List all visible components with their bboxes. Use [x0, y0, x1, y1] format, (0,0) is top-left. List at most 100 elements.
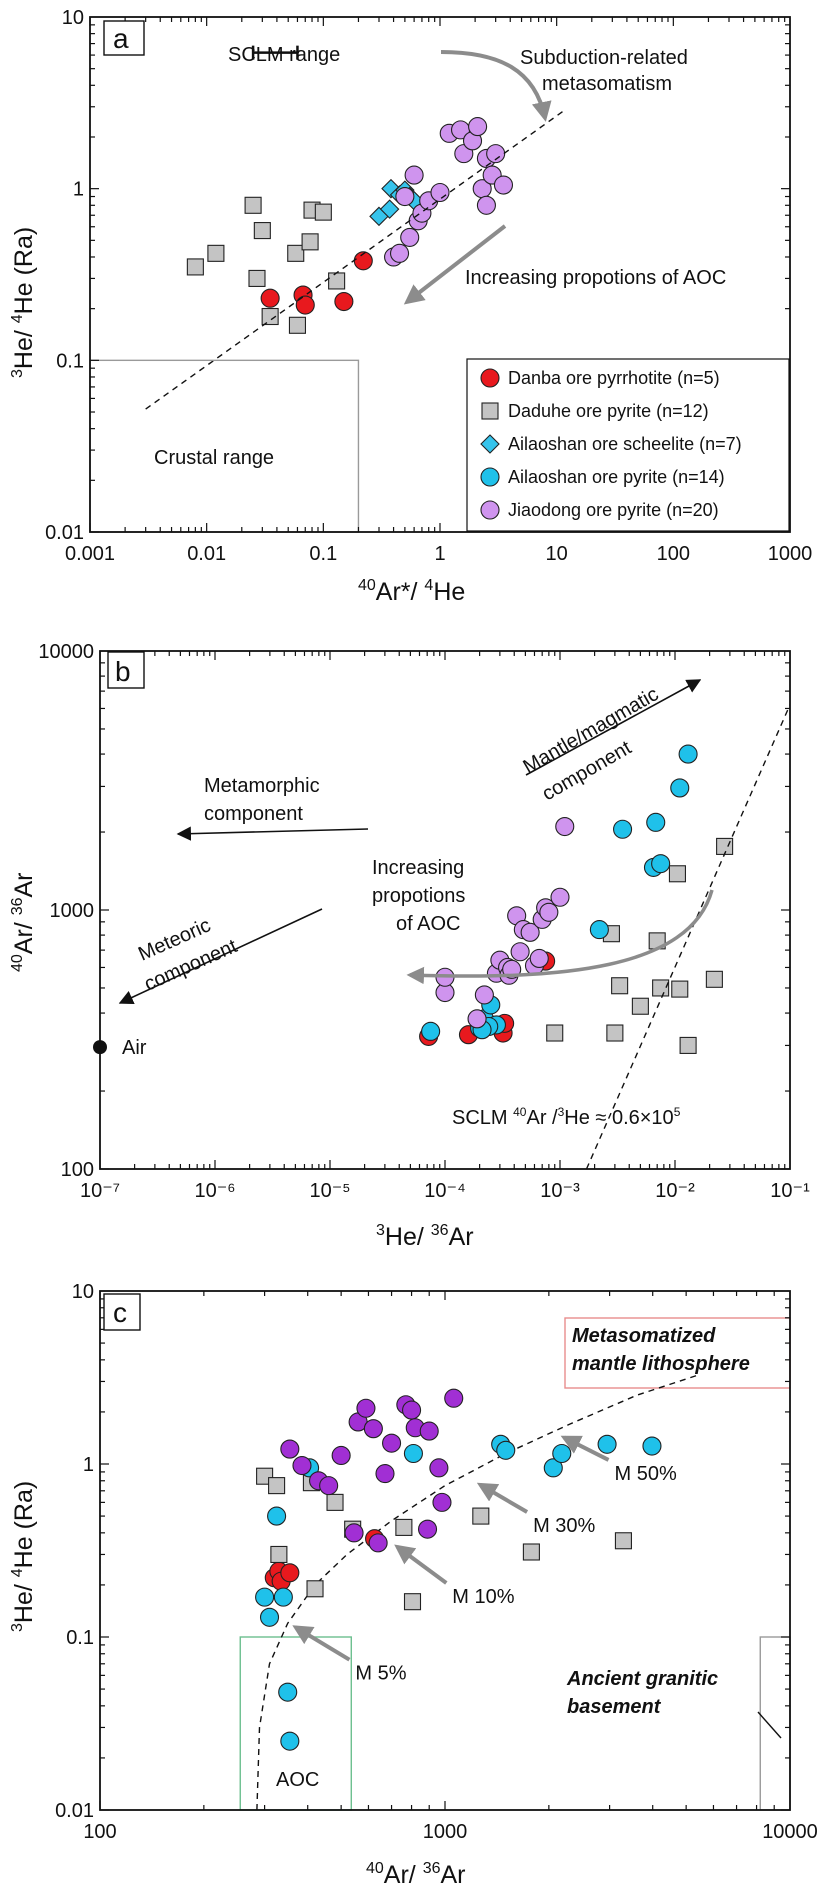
panel-c-letter-box	[103, 1293, 141, 1331]
x-tick-label: 10⁻¹	[770, 1180, 810, 1202]
legend-marker	[481, 402, 499, 420]
panel-a-point-daduhe-ore-pyrite-n	[301, 233, 319, 251]
panel-c-point-jiaodong-ore-pyrite	[419, 1421, 439, 1441]
sclm-range-label: SCLM range	[228, 44, 340, 66]
panel-a-point-daduhe-ore-pyrite-n	[244, 196, 262, 214]
panel-b-frame	[99, 650, 791, 1170]
panel-a-point-daduhe-ore-pyrite-n	[328, 272, 346, 290]
panel-a-point-jiaodong-ore-pyrite-n	[389, 243, 410, 263]
legend-marker	[480, 434, 500, 454]
panel-b-data-layer	[419, 744, 734, 1054]
panel-a-point-daduhe-ore-pyrite-n	[248, 269, 266, 287]
mixing-label: M 50%	[615, 1463, 677, 1485]
panel-b-point-jiaodong-ore-pyrite	[520, 922, 540, 942]
panel-b-point-ailaoshan-ore-pyrite	[421, 1021, 441, 1041]
x-tick-label: 10⁻²	[655, 1180, 695, 1202]
panel-b-point-ailaoshan-ore-pyrite	[670, 778, 690, 798]
y-tick-label: 0.01	[45, 522, 84, 544]
x-tick-label: 10⁻⁵	[309, 1180, 350, 1202]
panel-c-point-ailaoshan-ore-pyrite	[597, 1434, 617, 1454]
x-tick-label: 10	[546, 543, 568, 565]
legend-label: Jiaodong ore pyrite (n=20)	[508, 500, 719, 520]
panel-c-point-daduhe-ore-pyrite	[522, 1543, 540, 1561]
increasing-aoc-arrow	[403, 224, 507, 305]
x-tick-label: 100	[83, 1821, 116, 1843]
panel-c-point-daduhe-ore-pyrite	[270, 1545, 288, 1564]
subduction-arrow	[440, 50, 552, 122]
mixing-label: M 30%	[533, 1515, 595, 1537]
y-tick-label: 10	[62, 7, 84, 29]
y-tick-label: 10	[72, 1281, 94, 1303]
panel-b-point-daduhe-ore-pyrite	[668, 865, 686, 883]
panel-b-point-daduhe-ore-pyrite	[679, 1036, 697, 1054]
panel-a-point-jiaodong-ore-pyrite-n	[430, 182, 450, 203]
legend-marker	[480, 368, 500, 388]
panel-c-ticks: 100 1000 10000 0.01 0.1 1 10	[55, 1281, 818, 1843]
panel-b-point-jiaodong-ore-pyrite	[467, 1009, 487, 1029]
x-tick-label: 10000	[762, 1821, 818, 1843]
panel-a-point-jiaodong-ore-pyrite-n	[476, 195, 496, 215]
panel-a-dashed-trend	[145, 108, 567, 410]
panel-b-point-ailaoshan-ore-pyrite	[651, 854, 671, 874]
metamorphic-label-1: Metamorphic	[204, 775, 320, 797]
legend-box	[466, 358, 790, 532]
panel-a-point-jiaodong-ore-pyrite-n	[404, 165, 424, 185]
x-tick-label: 1	[434, 543, 445, 565]
panel-a-point-daduhe-ore-pyrite-n	[261, 307, 279, 326]
panel-c-point-jiaodong-ore-pyrite	[375, 1464, 395, 1484]
panel-c-point-daduhe-ore-pyrite	[614, 1532, 632, 1550]
panel-a-point-danba-ore-pyrrhotite-n	[295, 295, 315, 315]
y-tick-label: 1	[73, 179, 84, 201]
panel-b-point-ailaoshan-ore-pyrite	[589, 920, 609, 940]
panel-a-point-jiaodong-ore-pyrite-n	[400, 227, 420, 247]
panel-a-point-danba-ore-pyrrhotite-n	[334, 292, 354, 312]
x-tick-label: 10⁻⁴	[424, 1180, 465, 1202]
x-tick-label: 10⁻⁷	[80, 1180, 120, 1202]
panel-c-point-daduhe-ore-pyrite	[326, 1493, 344, 1511]
panel-c-point-jiaodong-ore-pyrite	[356, 1398, 376, 1418]
panel-b-point-jiaodong-ore-pyrite	[539, 902, 559, 922]
metamorphic-arrow	[176, 826, 369, 841]
crustal-range-label: Crustal range	[154, 447, 274, 469]
legend-marker	[480, 467, 500, 487]
legend-label: Danba ore pyrrhotite (n=5)	[508, 368, 720, 388]
panel-c-point-jiaodong-ore-pyrite	[402, 1400, 422, 1420]
panel-b-xlabel: 3He/ 36Ar	[376, 1222, 474, 1251]
y-tick-label: 10000	[38, 641, 94, 663]
panel-c-point-ailaoshan-ore-pyrite	[403, 1443, 423, 1464]
x-tick-label: 0.001	[65, 543, 115, 565]
y-tick-label: 1000	[50, 900, 95, 922]
panel-c-xlabel: 40Ar/ 36Ar	[366, 1860, 466, 1888]
ancient-basement-label-2: basement	[567, 1696, 662, 1718]
y-tick-label: 100	[61, 1159, 94, 1181]
panel-a-point-daduhe-ore-pyrite-n	[314, 203, 332, 221]
meteoric-arrow	[118, 908, 323, 1005]
mixing-arrow	[292, 1625, 351, 1662]
panel-a: Crustal range SCLM range Subduction-rela…	[9, 7, 812, 606]
panel-c-point-jiaodong-ore-pyrite	[344, 1523, 364, 1543]
metasomatized-label-2: mantle lithosphere	[572, 1353, 750, 1375]
legend-label: Ailaoshan ore scheelite (n=7)	[508, 434, 742, 454]
ancient-basement-label-1: Ancient granitic	[566, 1668, 718, 1690]
mixing-arrows: M 5% M 10% M 30% M 50%	[292, 1435, 677, 1685]
panel-c-point-danba-ore-pyrrhotite	[280, 1563, 300, 1583]
panel-a-point-jiaodong-ore-pyrite-n	[493, 175, 514, 195]
increasing-label-3: of AOC	[396, 913, 460, 935]
panel-b-point-jiaodong-ore-pyrite	[555, 816, 575, 837]
panel-c-data-layer	[255, 1388, 662, 1751]
panel-c-point-ailaoshan-ore-pyrite	[543, 1458, 563, 1478]
mixing-label: M 10%	[452, 1586, 514, 1608]
panel-b-ticks: 10⁻⁷ 10⁻⁶ 10⁻⁵ 10⁻⁴ 10⁻³ 10⁻² 10⁻¹ 100 1000 10000	[38, 641, 810, 1202]
panel-c-point-daduhe-ore-pyrite	[395, 1518, 413, 1536]
panel-a-ylabel: 3He/ 4He (Ra)	[9, 227, 38, 378]
panel-b-point-ailaoshan-ore-pyrite	[678, 744, 698, 764]
x-tick-label: 100	[657, 543, 690, 565]
panel-c-point-ailaoshan-ore-pyrite	[267, 1506, 287, 1526]
panel-a-legend: Danba ore pyrrhotite (n=5) Daduhe ore pyr…	[466, 358, 790, 532]
ancient-basement-pointer	[757, 1711, 782, 1739]
air-label: Air	[122, 1037, 147, 1059]
increasing-label-1: Increasing	[372, 857, 464, 879]
panel-a-point-daduhe-ore-pyrite-n	[287, 244, 305, 262]
sclm-range-marker	[251, 45, 299, 60]
